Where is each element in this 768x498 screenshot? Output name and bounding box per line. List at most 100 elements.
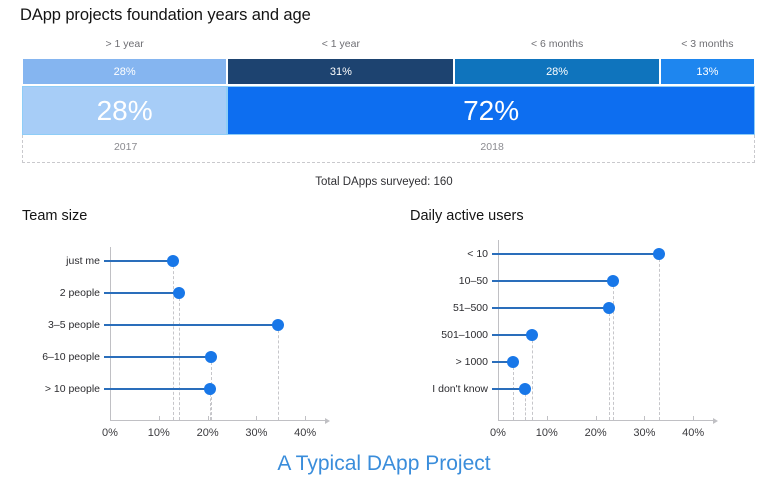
data-point-2	[272, 319, 285, 331]
y-axis-line	[498, 240, 499, 420]
age-header-3: < 3 months	[681, 38, 734, 50]
y-tick-0	[492, 253, 498, 255]
category-label-1: 2 people	[59, 287, 100, 299]
year-segment-2017: 28%	[22, 86, 228, 135]
data-point-3	[526, 329, 539, 341]
age-header-1: < 1 year	[321, 38, 360, 50]
stem-4	[110, 388, 211, 390]
x-tick-label-1: 10%	[147, 427, 170, 439]
data-point-4	[204, 383, 217, 395]
y-tick-1	[104, 292, 110, 294]
age-segment-3: 13%	[659, 59, 755, 84]
stem-2	[110, 324, 279, 326]
x-tick-2	[595, 416, 597, 420]
y-tick-3	[104, 356, 110, 358]
stem-1	[110, 292, 180, 294]
x-axis-line	[110, 420, 325, 421]
data-point-0	[653, 248, 666, 260]
x-tick-1	[158, 416, 160, 420]
data-point-5	[518, 383, 531, 395]
guide-line-4	[512, 362, 514, 420]
stem-3	[110, 356, 211, 358]
y-tick-2	[104, 324, 110, 326]
data-point-0	[167, 255, 180, 267]
category-label-0: < 10	[467, 248, 488, 260]
category-label-2: 3–5 people	[48, 319, 100, 331]
x-tick-4	[693, 416, 695, 420]
stem-3	[498, 334, 533, 336]
year-label-2017: 2017	[113, 141, 138, 153]
x-axis-arrow-icon	[324, 418, 330, 424]
bottom-caption: A Typical DApp Project	[277, 452, 491, 475]
stem-1	[498, 280, 613, 282]
guide-line-3	[532, 335, 534, 420]
y-tick-0	[104, 260, 110, 262]
category-label-5: I don't know	[432, 383, 488, 395]
year-segment-2018: 72%	[227, 86, 755, 135]
x-tick-3	[256, 416, 258, 420]
data-point-2	[603, 302, 616, 314]
age-segment-2: 28%	[454, 59, 660, 84]
guide-line-0	[173, 261, 175, 420]
x-axis-arrow-icon	[712, 418, 718, 424]
category-label-4: > 10 people	[44, 383, 100, 395]
age-segment-1: 31%	[227, 59, 455, 84]
data-point-1	[606, 275, 619, 287]
x-tick-0	[498, 416, 499, 420]
data-point-1	[173, 287, 186, 299]
year-label-2018: 2018	[480, 141, 504, 153]
y-tick-2	[492, 307, 498, 309]
x-tick-label-2: 20%	[584, 427, 607, 439]
year-stacked-bar: 28% 72%	[22, 86, 755, 135]
x-tick-label-4: 40%	[682, 427, 705, 439]
x-tick-1	[546, 416, 548, 420]
x-tick-4	[305, 416, 307, 420]
stem-0	[498, 253, 660, 255]
x-tick-label-4: 40%	[294, 427, 317, 439]
y-tick-3	[492, 334, 498, 336]
team-size-plot: just me 2 people 3–5 people 6–10 people > 10…	[22, 208, 362, 448]
daily-active-users-chart: Daily active users < 10 10–50 51–500 501–10…	[410, 208, 755, 448]
stem-5	[498, 388, 525, 390]
x-tick-2	[207, 416, 209, 420]
stem-2	[498, 307, 610, 309]
team-size-chart: Team size just me 2 people 3–5 people 6–10 …	[22, 208, 362, 448]
foundation-age-chart: > 1 year < 1 year < 6 months < 3 months 28%…	[22, 38, 755, 163]
x-tick-label-0: 0%	[102, 427, 118, 439]
x-tick-label-3: 30%	[633, 427, 656, 439]
age-stacked-bar: 28% 31% 28% 13%	[22, 59, 755, 84]
y-axis-line	[110, 247, 111, 420]
guide-line-4	[210, 389, 212, 420]
x-tick-label-1: 10%	[535, 427, 558, 439]
category-label-4: > 1000	[455, 356, 488, 368]
page-title: DApp projects foundation years and age	[20, 6, 311, 24]
daily-active-users-title: Daily active users	[410, 208, 524, 224]
category-label-1: 10–50	[458, 275, 488, 287]
stem-4	[498, 361, 513, 363]
category-label-3: 501–1000	[441, 329, 488, 341]
year-axis-footer: 2017 2018	[22, 135, 755, 163]
category-label-2: 51–500	[452, 302, 488, 314]
y-tick-1	[492, 280, 498, 282]
guide-line-5	[524, 389, 526, 420]
y-tick-4	[492, 361, 498, 363]
x-tick-label-2: 20%	[196, 427, 219, 439]
age-segment-0: 28%	[22, 59, 228, 84]
x-tick-label-0: 0%	[490, 427, 506, 439]
age-header-2: < 6 months	[530, 38, 584, 50]
data-point-4	[506, 356, 519, 368]
guide-line-1	[612, 281, 614, 420]
x-tick-3	[644, 416, 646, 420]
x-tick-0	[110, 416, 111, 420]
category-label-3: 6–10 people	[42, 351, 100, 363]
age-header-0: > 1 year	[105, 38, 144, 50]
guide-line-0	[659, 254, 661, 420]
age-category-headers: > 1 year < 1 year < 6 months < 3 months	[22, 38, 755, 56]
category-label-0: just me	[66, 255, 100, 267]
y-tick-5	[492, 388, 498, 390]
daily-active-users-plot: < 10 10–50 51–500 501–1000 > 1000 I don't kno…	[410, 208, 755, 448]
data-point-3	[204, 351, 217, 363]
x-tick-label-3: 30%	[245, 427, 268, 439]
guide-line-2	[609, 308, 611, 420]
team-size-title: Team size	[22, 208, 88, 224]
